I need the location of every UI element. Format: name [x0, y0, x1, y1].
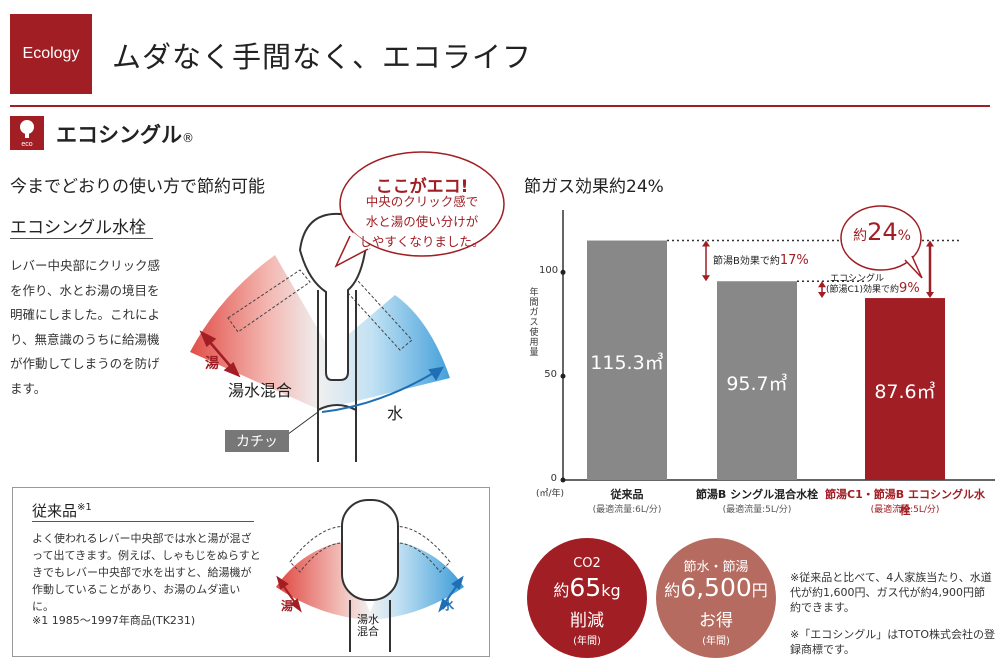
- c1-effect-label-line1: エコシングル: [830, 274, 885, 285]
- conventional-title: 従来品※1: [32, 502, 92, 520]
- total-effect-bubble: [840, 205, 922, 271]
- body-text: レバー中央部にクリック感を作り、水とお湯の境目を明確にしました。これにより、無意…: [10, 258, 161, 396]
- category-label: 従来品: [610, 488, 644, 501]
- b-effect-label: 節湯B効果で約17%: [713, 252, 809, 268]
- chart-title: 節ガス効果約24%: [524, 177, 664, 197]
- mixed-label: 湯水混合: [228, 381, 293, 400]
- category-label: 節湯B シングル混合水栓: [695, 488, 819, 501]
- total-effect-bubble-tail: [904, 255, 923, 279]
- page-title: ムダなく手間なく、エコライフ: [112, 40, 533, 74]
- cold-label: 水: [387, 404, 404, 423]
- bar-value-label: 87.6㎥: [874, 381, 936, 404]
- savings-footnote: ※従来品と比べて、4人家族当たり、水道代が約1,600円、ガス代が約4,900円…: [790, 571, 992, 614]
- category-note: (最適流量:5L/分): [870, 505, 940, 515]
- savings-badge: 節水・節湯 約6,500円 お得 (年間): [656, 538, 776, 658]
- conventional-rule: [32, 521, 254, 522]
- chart-unit: (㎥/年): [536, 489, 565, 499]
- bubble-title: ここがエコ!: [375, 177, 469, 197]
- title-divider: [10, 105, 990, 107]
- bar-3: [865, 298, 945, 480]
- total-effect-arrow-head-top: [926, 240, 934, 247]
- hot-label: 湯: [205, 356, 219, 372]
- conventional-faucet-diagram: [276, 499, 464, 652]
- bar-1: [587, 240, 667, 480]
- total-effect-label: 約24%: [853, 218, 911, 246]
- y-tick-mark: [560, 269, 566, 275]
- y-tick-label: 100: [539, 265, 559, 277]
- bubble-line-3: しやすくなりました。: [359, 234, 485, 249]
- sub-heading-rule: [10, 238, 153, 239]
- conventional-footnote: ※1 1985〜1997年商品(TK231): [32, 614, 196, 627]
- y-tick-label: 50: [544, 369, 557, 381]
- category-label: 節湯C1・節湯B エコシングル水栓: [825, 488, 985, 517]
- sub-heading: エコシングル水栓: [10, 218, 146, 238]
- section-tag: Ecology: [10, 14, 92, 94]
- bubble-line-2: 水と湯の使い分けが: [365, 214, 479, 229]
- conventional-hot-label: 湯: [281, 599, 294, 613]
- section-title: エコシングル®: [56, 123, 194, 147]
- bubble-line-1: 中央のクリック感で: [365, 194, 479, 209]
- c1-effect-arrow-head-top: [818, 281, 826, 288]
- eco-faucet-icon: eco: [10, 116, 44, 150]
- b-effect-arrow-head-top: [702, 240, 710, 247]
- click-badge: カチッ: [225, 430, 289, 452]
- trademark-footnote: ※「エコシングル」はTOTO株式会社の登録商標です。: [790, 628, 995, 656]
- gas-usage-chart: [560, 205, 995, 483]
- co2-reduction-badge: CO2 約65kg 削減 (年間): [527, 538, 647, 658]
- bar-2: [717, 281, 797, 480]
- bar-value-label: 95.7㎥: [726, 372, 788, 395]
- y-tick-mark: [560, 373, 566, 379]
- y-tick-label: 0: [550, 473, 557, 484]
- conventional-box: [12, 487, 490, 657]
- chart-y-label: 年間ガス使用量: [529, 288, 539, 358]
- conventional-cold-label: 水: [442, 598, 455, 612]
- c1-effect-label: (節湯C1)効果で約9%: [826, 281, 920, 297]
- category-note: (最適流量:5L/分): [722, 505, 792, 515]
- bar-value-label: 115.3㎥: [590, 352, 664, 375]
- b-effect-arrow-head-bottom: [702, 275, 710, 282]
- c1-effect-arrow-head-bottom: [818, 292, 826, 299]
- conventional-mixed-label: 湯水 混合: [357, 613, 379, 638]
- y-tick-mark: [560, 477, 566, 483]
- category-note: (最適流量:6L/分): [592, 505, 662, 515]
- speech-bubble: [334, 151, 505, 268]
- total-effect-arrow-head-bottom: [926, 292, 934, 299]
- lead-text: 今までどおりの使い方で節約可能: [10, 177, 265, 197]
- conventional-text: よく使われるレバー中央部では水と湯が混ざって出てきます。例えば、しゃもじをぬらす…: [32, 532, 261, 613]
